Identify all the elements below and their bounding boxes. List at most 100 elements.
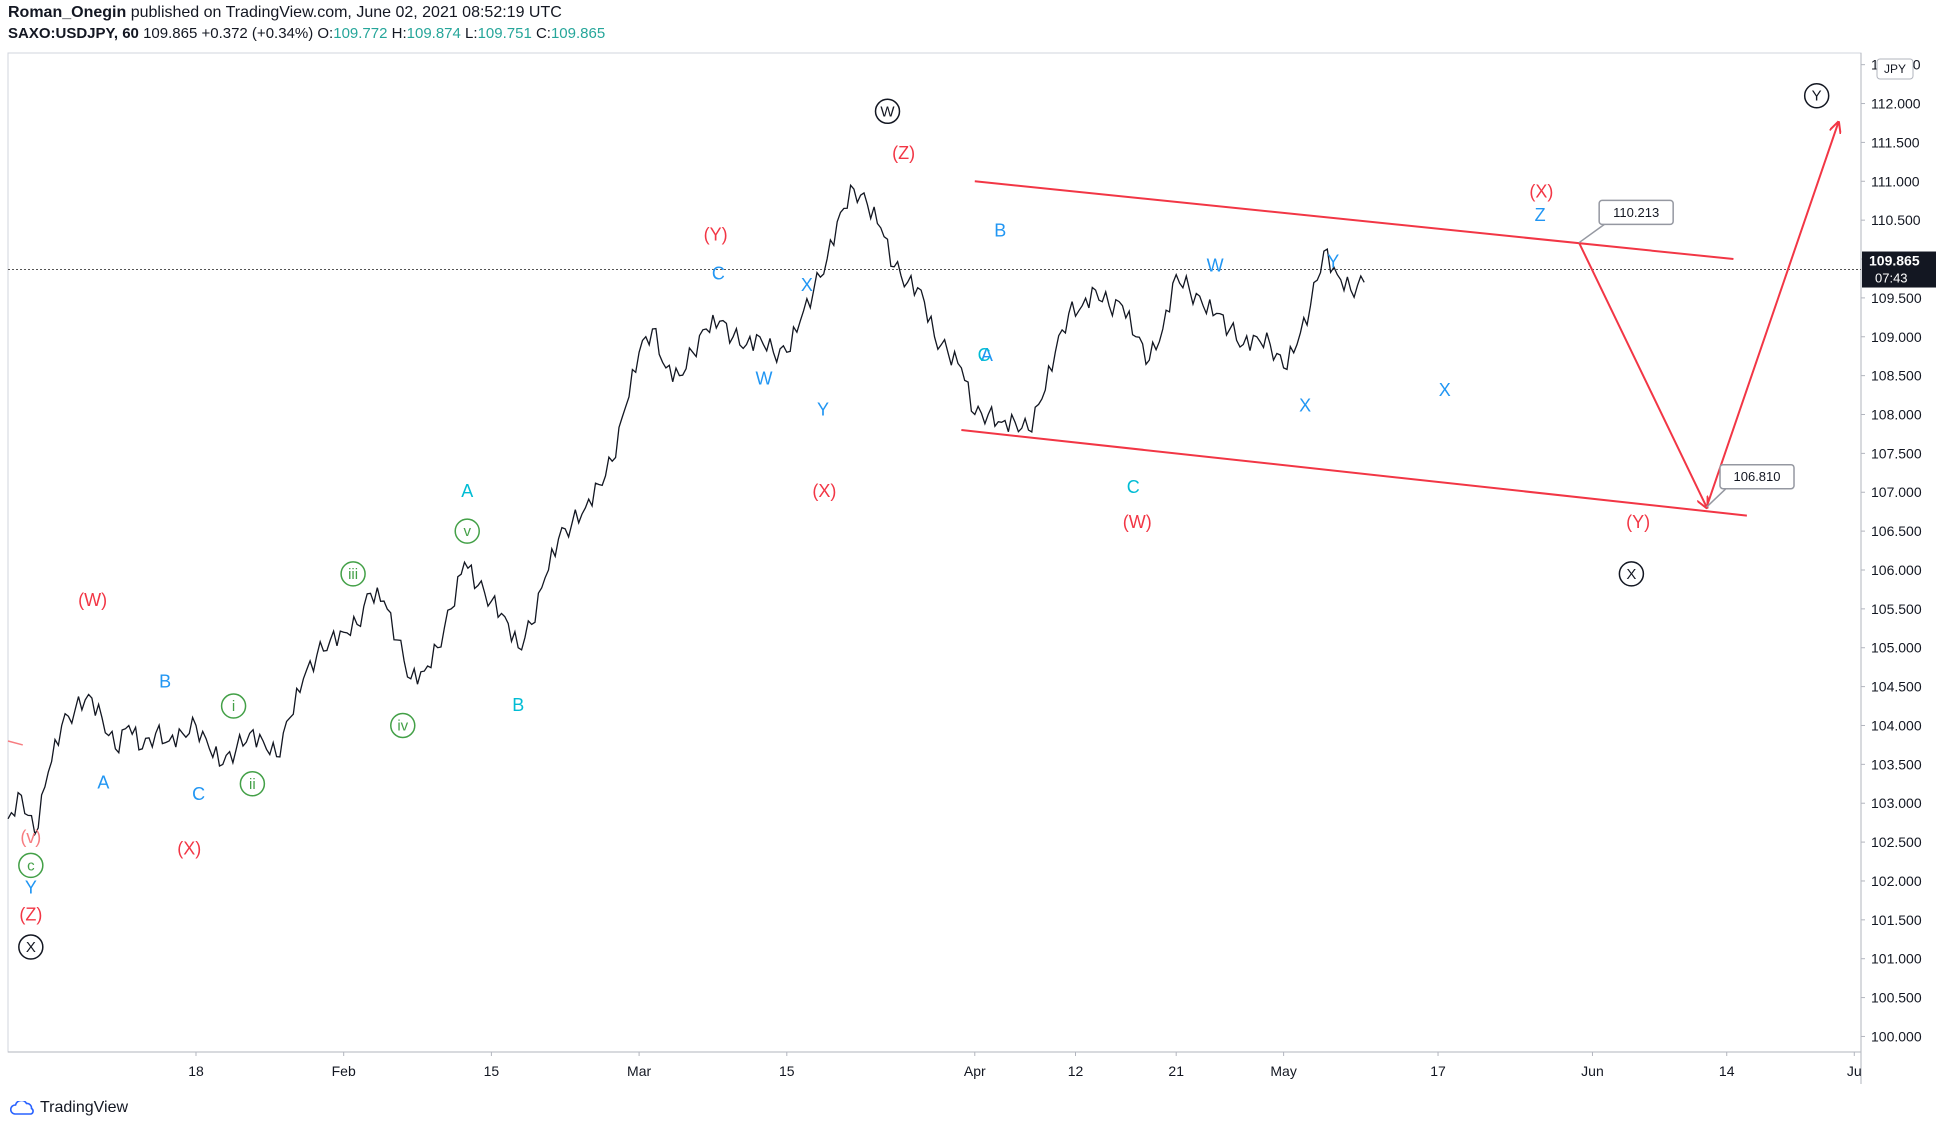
wave-label-blue: Y: [817, 399, 829, 419]
cloud-logo-icon: [10, 1101, 34, 1115]
channel-lower-line: [961, 429, 1747, 517]
time-tick-label: Ju: [1847, 1063, 1862, 1079]
price-tick-label: 104.500: [1871, 679, 1922, 695]
wave-label-red: (Z): [19, 905, 42, 925]
channel-extension-stub: [7, 740, 23, 746]
wave-label-red: (W): [78, 590, 107, 610]
author-name[interactable]: Roman_Onegin: [8, 4, 127, 21]
price-tick-label: 108.000: [1871, 407, 1922, 423]
currency-badge[interactable]: [1876, 58, 1914, 80]
time-tick-label: 12: [1068, 1063, 1084, 1079]
time-tick-label: 21: [1168, 1063, 1184, 1079]
symbol-label: SAXO:USDJPY, 60: [8, 25, 139, 42]
wave-circle-text: W: [880, 103, 895, 120]
last-price-badge: [1862, 251, 1936, 288]
price-tick-label: 107.000: [1871, 484, 1922, 500]
wave-circle-text: v: [463, 523, 471, 540]
projection-up-arrow: [1705, 123, 1839, 508]
wave-circle: [874, 98, 901, 125]
wave-circle-black: X: [1618, 561, 1645, 587]
price-tick-label: 102.500: [1871, 834, 1922, 850]
price-tick-label: 109.500: [1871, 290, 1922, 306]
price-tick-label: 109.000: [1871, 329, 1922, 345]
brand-name: TradingView: [40, 1099, 129, 1116]
wave-circle-black: Y: [1803, 83, 1830, 109]
price-tick-label: 108.500: [1871, 368, 1922, 384]
time-tick-label: 15: [779, 1063, 795, 1079]
price-tick-label: 100.000: [1871, 1028, 1922, 1044]
price-tick-label: 100.500: [1871, 990, 1922, 1006]
price-tick-label: 101.500: [1871, 912, 1922, 928]
wave-circle-text: i: [232, 698, 235, 715]
price-tick-label: 101.000: [1871, 951, 1922, 967]
time-tick-label: 14: [1719, 1063, 1735, 1079]
tradingview-logo[interactable]: TradingView: [10, 1099, 128, 1117]
time-tick-label: 17: [1430, 1063, 1446, 1079]
callout-pointer: [1706, 486, 1729, 508]
low-label: L:: [465, 25, 478, 42]
wave-circle: [18, 934, 44, 960]
price-callout[interactable]: 106.810: [1706, 463, 1795, 508]
currency-badge-text: JPY: [1884, 62, 1906, 76]
wave-circle: [239, 771, 266, 797]
time-tick-label: 15: [484, 1063, 500, 1079]
wave-circle-green: c: [18, 852, 44, 879]
price-callout[interactable]: 110.213: [1578, 199, 1674, 244]
wave-circle-text: X: [26, 939, 36, 956]
high-value: 109.874: [406, 25, 461, 42]
time-tick-label: 18: [188, 1063, 204, 1079]
wave-circle-black: X: [18, 934, 44, 960]
open-value: 109.772: [333, 25, 388, 42]
wave-label-blue: C: [712, 263, 725, 283]
wave-circle: [454, 518, 480, 544]
wave-label-blue: W: [1207, 256, 1224, 276]
callout-text: 106.810: [1734, 469, 1781, 484]
wave-label-teal: C: [1127, 477, 1140, 497]
wave-label-red: (Y): [704, 224, 728, 244]
wave-circle: [220, 693, 247, 719]
price-tick-label: 104.000: [1871, 717, 1922, 733]
wave-label-blue: X: [801, 275, 813, 295]
wave-label-red: (Z): [892, 143, 915, 163]
price-tick-label: 102.000: [1871, 873, 1922, 889]
price-tick-label: 111.000: [1871, 173, 1920, 189]
price-change: +0.372 (+0.34%): [201, 25, 314, 42]
wave-circle: [1803, 83, 1830, 109]
wave-circle-green: iv: [390, 712, 416, 739]
wave-label-red: (W): [1123, 512, 1152, 532]
time-tick-label: Jun: [1581, 1063, 1604, 1079]
time-tick-label: May: [1270, 1063, 1296, 1079]
callout-box: [1719, 463, 1795, 490]
wave-label-blue: Y: [25, 877, 37, 897]
wave-circle-text: iii: [348, 566, 358, 583]
wave-circle-green: v: [454, 518, 480, 544]
publish-text: published on TradingView.com, June 02, 2…: [130, 4, 562, 21]
price-tick-label: 110.500: [1871, 212, 1921, 228]
price-tick-label: 106.500: [1871, 523, 1922, 539]
wave-circle-green: i: [220, 693, 247, 719]
open-label: O:: [317, 25, 334, 42]
wave-circle-text: X: [1626, 566, 1636, 583]
wave-label-pink: (v): [20, 827, 41, 847]
wave-label-red: (X): [177, 839, 201, 859]
channel-upper-line: [974, 180, 1734, 261]
publish-info: Roman_Onegin published on TradingView.co…: [8, 4, 562, 22]
price-tick-label: 112.000: [1871, 96, 1921, 112]
wave-circle-black: W: [874, 98, 901, 125]
wave-label-blue: C: [192, 784, 205, 804]
wave-label-blue: Z: [1535, 205, 1546, 225]
wave-circle-text: Y: [1812, 88, 1822, 105]
wave-circle-text: c: [27, 857, 35, 874]
price-tick-label: 107.500: [1871, 445, 1922, 461]
wave-circle: [1618, 561, 1645, 587]
wave-label-blue: A: [97, 773, 109, 793]
close-value: 109.865: [550, 25, 606, 42]
bar-countdown: 07:43: [1875, 271, 1908, 286]
price-tick-label: 111.500: [1871, 134, 1920, 150]
price-tick-label: 105.000: [1871, 640, 1922, 656]
wave-circle: [340, 561, 366, 587]
last-price-badge-value: 109.865: [1869, 253, 1920, 269]
price-tick-label: 105.500: [1871, 601, 1922, 617]
projection-down-arrow: [1578, 242, 1707, 507]
